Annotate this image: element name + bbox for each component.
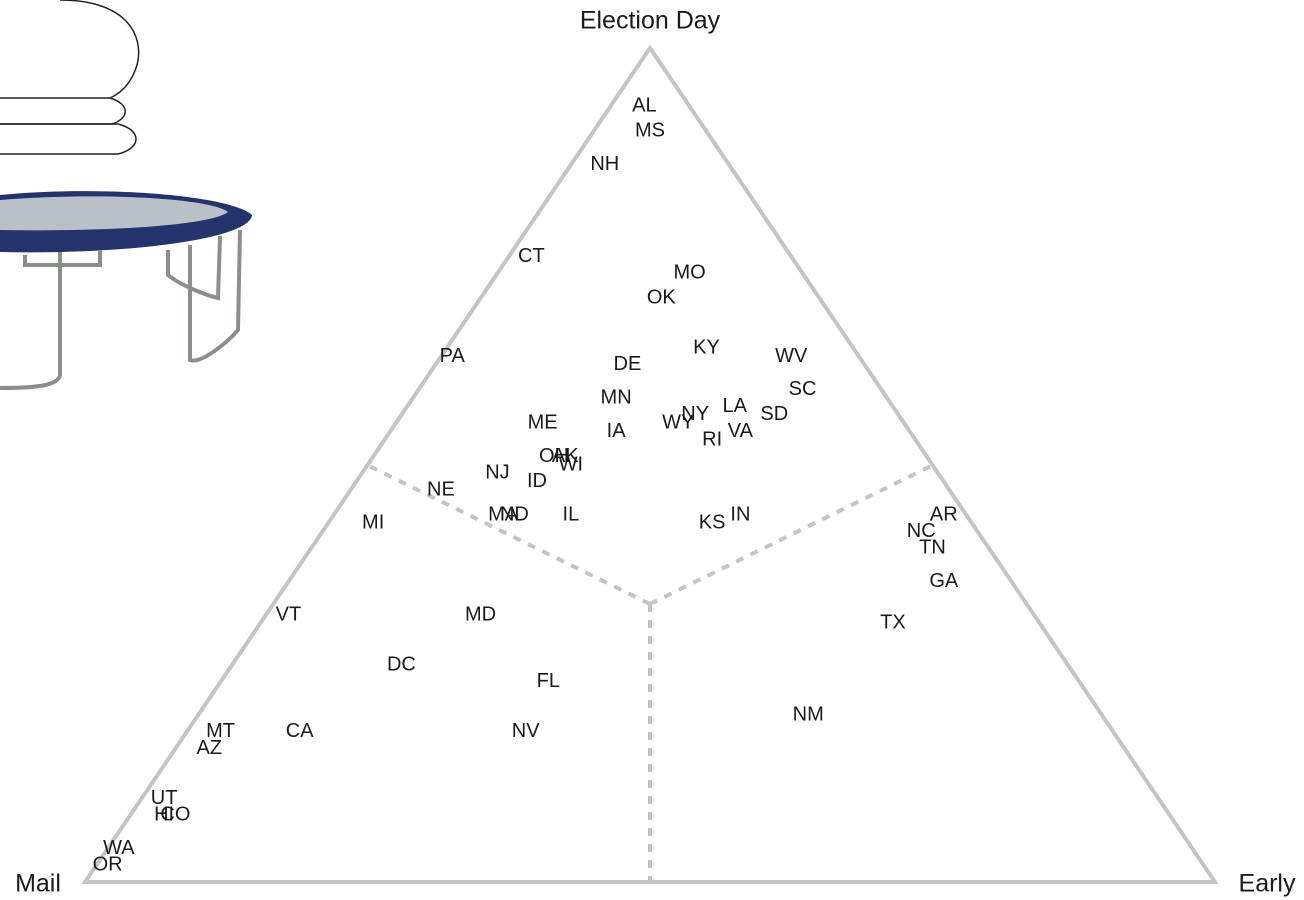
state-label: NC [907, 520, 936, 542]
state-label: MT [206, 720, 235, 742]
state-label: IL [563, 503, 580, 525]
state-label: SC [789, 378, 817, 400]
state-label: IA [607, 420, 627, 442]
state-label: ND [500, 503, 529, 525]
state-label: LA [723, 395, 748, 417]
state-label: NJ [485, 462, 509, 484]
state-label: OH [539, 445, 569, 467]
triangle [81, 44, 1219, 884]
region-dividers [366, 463, 934, 882]
state-label: TX [880, 612, 906, 634]
corner-label: Early [1239, 870, 1296, 898]
state-label: AL [632, 95, 656, 117]
state-label: DC [387, 653, 416, 675]
state-label: AK [552, 445, 579, 467]
state-label: GA [929, 570, 959, 592]
corner-label: Mail [15, 870, 61, 898]
state-label: WA [103, 837, 135, 859]
state-label: NM [793, 703, 824, 725]
state-label: MO [673, 261, 705, 283]
state-label: MD [465, 603, 496, 625]
decoration [0, 0, 140, 155]
state-label: WI [559, 453, 583, 475]
state-label: MA [488, 503, 519, 525]
state-label: KY [693, 337, 720, 359]
state-label: MN [601, 387, 632, 409]
state-label: MI [362, 512, 384, 534]
state-label: TN [919, 537, 946, 559]
state-label: HI [154, 804, 174, 826]
state-label: IN [730, 503, 750, 525]
state-label: CO [160, 804, 190, 826]
state-label: AR [930, 503, 958, 525]
state-label: PA [440, 345, 466, 367]
divider [649, 463, 934, 606]
state-label: NY [681, 403, 709, 425]
state-label: KS [699, 512, 726, 534]
state-label: FL [537, 670, 560, 692]
state-label: VA [728, 420, 754, 442]
ternary-frame [81, 44, 1219, 884]
state-label: ME [528, 412, 558, 434]
state-label: NV [512, 720, 540, 742]
state-label: WY [662, 412, 694, 434]
state-label: WV [775, 345, 808, 367]
corner-label: Election Day [580, 7, 721, 35]
state-label: MS [635, 120, 665, 142]
state-label: NE [427, 478, 455, 500]
state-label: UT [151, 787, 178, 809]
state-label: NH [590, 153, 619, 175]
state-label: AZ [197, 737, 223, 759]
divider [366, 463, 651, 606]
state-label: DE [614, 353, 642, 375]
state-label: VT [276, 603, 302, 625]
state-label: OK [647, 286, 677, 308]
state-label: SD [760, 403, 788, 425]
state-label: RI [702, 428, 722, 450]
state-label: CT [518, 245, 545, 267]
trampoline [0, 191, 252, 390]
state-label: CA [286, 720, 314, 742]
state-label: OR [93, 854, 123, 876]
state-label: ID [527, 470, 547, 492]
